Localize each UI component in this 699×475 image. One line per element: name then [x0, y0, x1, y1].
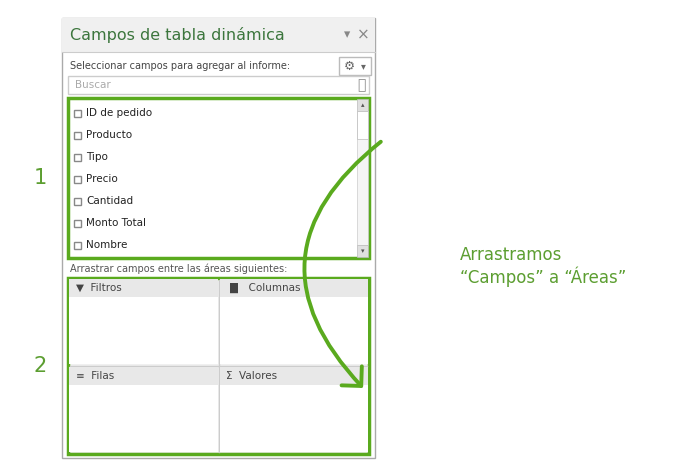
Text: Arrastrar campos entre las áreas siguientes:: Arrastrar campos entre las áreas siguien…	[70, 264, 287, 274]
Bar	[219, 367, 368, 385]
Text: Precio: Precio	[86, 174, 117, 184]
Bar	[74, 241, 81, 248]
Text: Campos de tabla dinámica: Campos de tabla dinámica	[70, 27, 284, 43]
Text: 2: 2	[34, 356, 47, 376]
Text: “Campos” a “Áreas”: “Campos” a “Áreas”	[460, 267, 626, 287]
Text: Tipo: Tipo	[86, 152, 108, 162]
Bar	[74, 198, 81, 205]
Text: Producto: Producto	[86, 130, 132, 140]
Text: ▴: ▴	[361, 102, 364, 108]
Bar	[69, 385, 217, 452]
Text: Monto Total: Monto Total	[86, 218, 146, 228]
Bar	[74, 219, 81, 227]
Bar	[219, 385, 368, 452]
Bar	[62, 18, 375, 52]
Text: ▾: ▾	[361, 248, 364, 254]
Text: Nombre: Nombre	[86, 240, 127, 250]
Text: Σ  Valores: Σ Valores	[226, 371, 278, 381]
FancyBboxPatch shape	[339, 57, 371, 75]
Bar	[69, 367, 217, 385]
Bar	[74, 110, 81, 116]
Bar	[219, 297, 368, 364]
Bar	[357, 111, 368, 139]
Bar	[357, 99, 368, 111]
Text: ▾: ▾	[344, 28, 350, 41]
Text: ▐▌  Columnas: ▐▌ Columnas	[226, 283, 301, 293]
Text: ID de pedido: ID de pedido	[86, 108, 152, 118]
Text: Arrastramos: Arrastramos	[460, 246, 563, 264]
Text: ▾: ▾	[361, 61, 366, 71]
Text: Buscar: Buscar	[75, 80, 110, 90]
Text: Cantidad: Cantidad	[86, 196, 133, 206]
Bar	[74, 132, 81, 139]
FancyBboxPatch shape	[62, 18, 375, 458]
Text: Seleccionar campos para agregar al informe:: Seleccionar campos para agregar al infor…	[70, 61, 290, 71]
Bar	[68, 278, 369, 454]
Bar	[68, 98, 369, 258]
Text: ⌕: ⌕	[356, 78, 365, 92]
Bar	[68, 76, 369, 94]
Text: ≡  Filas: ≡ Filas	[76, 371, 114, 381]
Bar	[69, 279, 217, 297]
Bar	[357, 245, 368, 257]
FancyArrowPatch shape	[305, 142, 381, 386]
Text: 1: 1	[34, 168, 47, 188]
Bar	[69, 297, 217, 364]
Text: ⚙: ⚙	[343, 59, 354, 73]
Bar	[219, 279, 368, 297]
Bar	[74, 175, 81, 182]
Bar	[74, 153, 81, 161]
Text: ×: ×	[356, 28, 369, 42]
Text: ▼  Filtros: ▼ Filtros	[76, 283, 122, 293]
Bar	[357, 111, 368, 245]
